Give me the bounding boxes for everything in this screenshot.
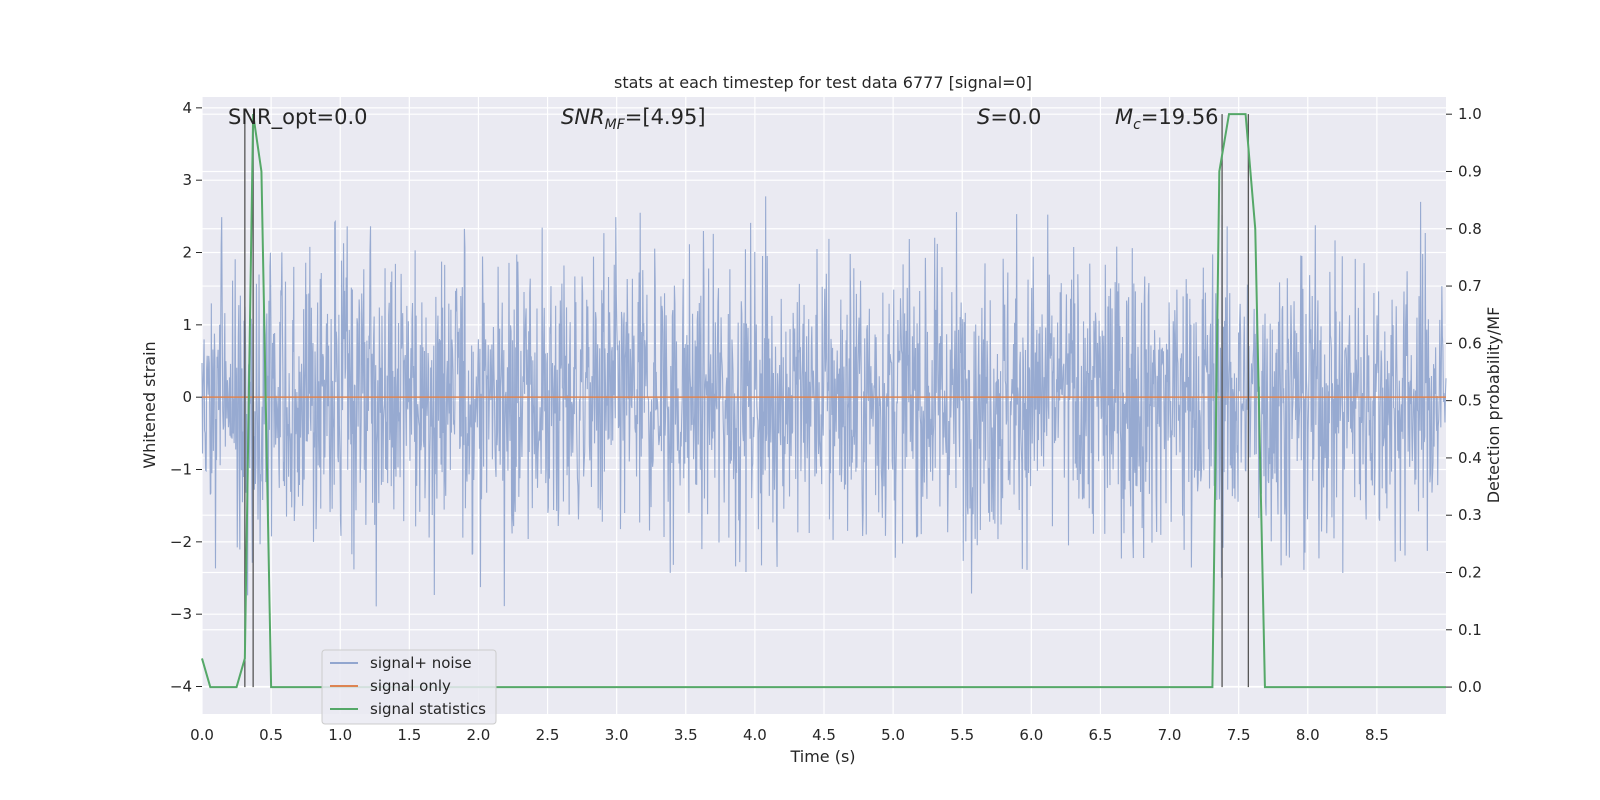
y-right-tick-label: 0.2 — [1458, 563, 1482, 581]
annotation-mc: Mc=19.56 — [1115, 105, 1219, 133]
y-tick-label: 2 — [182, 244, 192, 262]
chart-title: stats at each timestep for test data 677… — [614, 73, 1032, 92]
y-tick-label: 4 — [182, 99, 192, 117]
x-tick-label: 1.5 — [397, 726, 421, 744]
legend-label-signal-statistics: signal statistics — [370, 700, 486, 718]
annotation-snr-opt: SNR_opt=0.0 — [228, 105, 368, 130]
legend-box — [321, 649, 497, 725]
annotation-snr-mf-value: =[4.95] — [625, 105, 706, 129]
y-right-tick-label: 0.9 — [1458, 162, 1482, 180]
annotation-snr-mf: SNRMF=[4.95] — [561, 105, 706, 133]
x-tick-label: 6.0 — [1019, 726, 1043, 744]
signal-noise-line — [201, 196, 1447, 607]
annotation-mc-sub: c — [1133, 117, 1141, 133]
x-tick-label: 4.5 — [812, 726, 836, 744]
x-tick-label: 0.5 — [259, 726, 283, 744]
x-tick-label: 8.0 — [1296, 726, 1320, 744]
annotation-s: S=0.0 — [977, 105, 1041, 129]
y-right-axis-label: Detection probability/MF — [1484, 307, 1503, 504]
annotation-snr-mf-main: SNR — [561, 105, 605, 129]
annotation-mc-value: =19.56 — [1141, 105, 1219, 129]
x-tick-label: 8.5 — [1365, 726, 1389, 744]
y-right-tick-label: 0.4 — [1458, 449, 1482, 467]
annotation-s-value: =0.0 — [990, 105, 1041, 129]
x-tick-label: 2.5 — [536, 726, 560, 744]
x-axis-ticks: 0.0 0.5 1.0 1.5 2.0 2.5 3.0 3.5 4.0 4.5 5.0 5.5 6.0 6… — [190, 726, 1389, 744]
x-axis-label: Time (s) — [789, 747, 855, 766]
x-tick-label: 3.0 — [605, 726, 629, 744]
event-vertical-lines — [244, 114, 1249, 688]
annotation-mc-main: M — [1115, 105, 1133, 129]
y-tick-label: 3 — [182, 171, 192, 189]
y-right-tick-label: 0.5 — [1458, 392, 1482, 410]
y-right-tick-label: 1.0 — [1458, 105, 1482, 123]
y-tick-label: 0 — [182, 388, 192, 406]
annotation-snr-mf-sub: MF — [605, 117, 626, 133]
x-tick-label: 3.5 — [674, 726, 698, 744]
x-tick-label: 7.5 — [1227, 726, 1251, 744]
x-tick-label: 7.0 — [1158, 726, 1182, 744]
signal-noise-series — [201, 196, 1447, 607]
y-axis-label: Whitened strain — [140, 341, 159, 468]
x-tick-label: 5.0 — [881, 726, 905, 744]
x-tick-label: 4.0 — [743, 726, 767, 744]
annotation-s-main: S — [977, 105, 990, 129]
x-tick-label: 6.5 — [1089, 726, 1113, 744]
legend-label-signal-only: signal only — [370, 677, 451, 695]
y-tick-label: −1 — [170, 461, 192, 479]
x-tick-label: 2.0 — [467, 726, 491, 744]
y-axis-ticks: 4 3 2 1 0 −1 −2 −3 −4 — [170, 99, 202, 696]
y-right-axis-ticks: 1.0 0.9 0.8 0.7 0.6 0.5 0.4 0.3 0.2 0.1 0.0 — [1446, 105, 1482, 696]
y-right-tick-label: 0.1 — [1458, 621, 1482, 639]
y-right-tick-label: 0.7 — [1458, 277, 1482, 295]
y-right-tick-label: 0.8 — [1458, 220, 1482, 238]
x-tick-label: 1.0 — [328, 726, 352, 744]
y-right-tick-label: 0.6 — [1458, 334, 1482, 352]
y-right-tick-label: 0.3 — [1458, 506, 1482, 524]
y-tick-label: −2 — [170, 533, 192, 551]
legend-label-signal-noise: signal+ noise — [370, 654, 472, 672]
y-tick-label: −4 — [170, 678, 192, 696]
legend: signal+ noise signal only signal statist… — [321, 649, 497, 725]
y-right-tick-label: 0.0 — [1458, 678, 1482, 696]
x-tick-label: 0.0 — [190, 726, 214, 744]
y-tick-label: −3 — [170, 605, 192, 623]
y-tick-label: 1 — [182, 316, 192, 334]
x-tick-label: 5.5 — [950, 726, 974, 744]
